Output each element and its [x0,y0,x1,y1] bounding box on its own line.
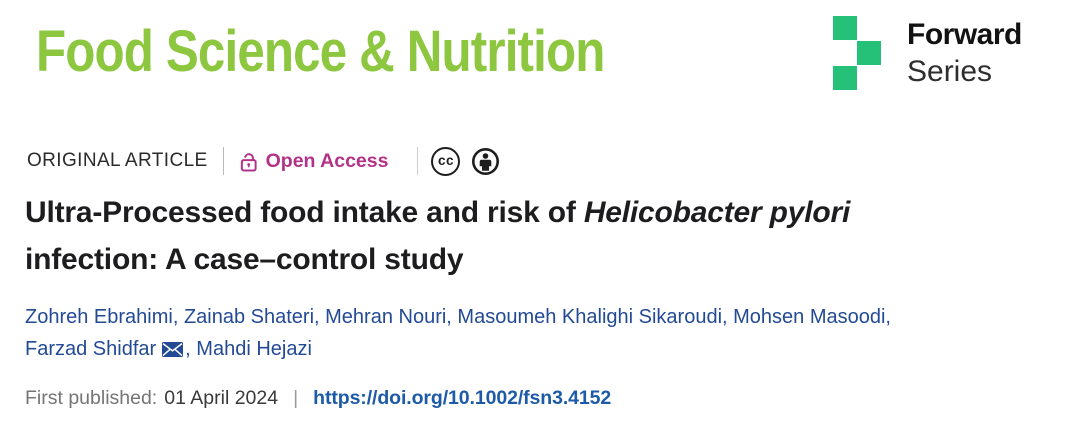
divider [222,147,224,175]
authors-line1[interactable]: Zohreh Ebrahimi, Zainab Shateri, Mehran … [25,306,891,328]
divider: | [293,387,299,409]
corresponding-author[interactable]: Farzad Shidfar [25,338,157,360]
publication-info-row: First published: 01 April 2024 | https:/… [25,387,611,410]
open-access-label: Open Access [265,149,389,172]
envelope-icon [162,335,184,367]
article-meta-row: ORIGINAL ARTICLE Open Access cc [27,145,500,177]
author-list: Zohreh Ebrahimi, Zainab Shateri, Mehran … [25,301,1025,367]
square-bottom-icon [833,66,857,90]
publication-date: 01 April 2024 [164,387,279,409]
forward-series-logo: Forward Series [833,16,1022,90]
first-published-label: First published: [25,387,158,409]
square-middle-icon [857,41,881,65]
cc-icon[interactable]: cc [431,146,461,176]
journal-logo[interactable]: Food Science & Nutrition [36,19,605,84]
three-squares-icon [833,16,882,90]
square-top-icon [833,16,857,40]
doi-link[interactable]: https://doi.org/10.1002/fsn3.4152 [313,387,612,409]
forward-series-line2: Series [907,54,993,88]
title-line1-italic: Helicobacter pylori [583,196,851,229]
article-type-label: ORIGINAL ARTICLE [27,150,208,171]
open-lock-icon [239,150,258,173]
forward-series-wordmark: Forward Series [907,17,1022,88]
person-icon[interactable] [471,147,500,176]
title-line1-regular: Ultra-Processed food intake and risk of [25,196,584,229]
authors-line2-rest[interactable]: , Mahdi Hejazi [185,338,312,360]
forward-series-line1: Forward [907,17,1022,51]
article-title: Ultra-Processed food intake and risk of … [25,189,1025,283]
divider [417,147,419,175]
title-line2: infection: A case–control study [25,243,464,276]
